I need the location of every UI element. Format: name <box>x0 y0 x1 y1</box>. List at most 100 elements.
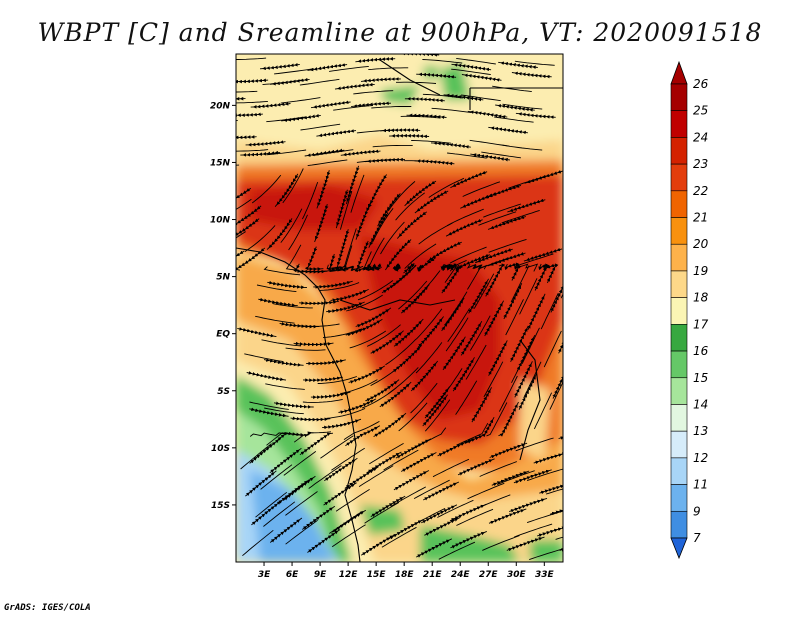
colorbar-label: 19 <box>693 264 708 278</box>
streamline <box>466 416 495 444</box>
streamline <box>495 104 535 112</box>
streamline <box>345 318 383 337</box>
streamline <box>552 364 563 399</box>
lon-tick-label: 21E <box>423 570 443 580</box>
lon-tick-label: 33E <box>535 570 555 580</box>
streamline <box>392 344 423 373</box>
temperature-field <box>236 54 563 562</box>
colorbar-top-arrow <box>670 60 688 85</box>
streamline <box>358 465 394 487</box>
streamline <box>345 425 381 447</box>
streamline <box>269 447 302 474</box>
streamline <box>237 327 277 338</box>
streamline <box>308 465 342 489</box>
streamline <box>285 491 318 516</box>
lon-tick-label: 12E <box>339 570 359 580</box>
streamline <box>451 63 492 72</box>
streamline <box>281 113 321 122</box>
streamline <box>539 481 563 495</box>
map-frame <box>235 53 564 563</box>
colorbar-segment <box>670 270 688 298</box>
streamline <box>338 398 377 414</box>
streamline <box>236 78 269 84</box>
streamline <box>355 57 396 63</box>
lat-tick-label: 15S <box>211 501 230 511</box>
colorbar-label: 17 <box>693 317 709 331</box>
streamline <box>267 280 307 289</box>
streamline <box>437 438 474 457</box>
streamline <box>536 524 563 537</box>
streamline <box>329 265 364 272</box>
streamline <box>445 218 483 237</box>
lat-tick-label: 20N <box>210 101 231 111</box>
streamline <box>508 175 547 189</box>
streamline <box>523 247 563 262</box>
streamline <box>540 292 559 330</box>
streamline <box>324 457 358 482</box>
streamline <box>504 262 522 281</box>
colorbar-label: 15 <box>693 371 708 385</box>
streamline <box>274 68 314 75</box>
streamline <box>364 502 400 524</box>
streamline <box>361 263 382 271</box>
colorbar-label: 18 <box>693 291 709 305</box>
streamline <box>240 443 272 470</box>
streamline <box>447 308 470 342</box>
streamline <box>274 173 299 207</box>
streamline <box>424 399 451 432</box>
streamline <box>354 240 370 273</box>
streamline <box>549 380 563 410</box>
lat-tick-label: 10N <box>210 216 231 226</box>
streamline <box>498 61 538 69</box>
streamline <box>265 383 305 390</box>
colorbar-label: 23 <box>693 157 708 171</box>
streamline <box>259 62 300 71</box>
streamline <box>310 391 351 399</box>
streamline <box>360 534 396 556</box>
streamline <box>245 470 277 497</box>
streamline <box>501 209 540 224</box>
streamline <box>471 387 492 423</box>
colorbar-label: 11 <box>693 478 708 492</box>
streamline <box>283 451 317 476</box>
lon-tick-label: 24E <box>451 570 471 580</box>
lon-tick-label: 9E <box>314 570 327 580</box>
streamline <box>334 82 375 91</box>
streamline <box>488 238 527 253</box>
lat-tick-label: 15N <box>210 158 231 168</box>
streamline <box>264 407 304 415</box>
streamline <box>240 150 281 157</box>
streamline <box>543 330 562 368</box>
lat-tick-label: 5N <box>216 273 230 283</box>
latitude-axis: 20N 15N 10N 5N EQ 5S 10S 15S <box>210 101 236 511</box>
streamline <box>299 78 340 86</box>
streamline <box>441 264 463 294</box>
colorbar-bottom-arrow <box>670 537 688 560</box>
streamline <box>355 202 372 240</box>
colorbar-segment <box>670 243 688 272</box>
lon-tick-label: 15E <box>367 570 387 580</box>
streamline <box>484 300 504 337</box>
streamline <box>236 187 252 208</box>
streamline <box>365 157 405 163</box>
colorbar-segment <box>670 190 688 218</box>
streamline <box>450 170 488 189</box>
streamline <box>404 97 445 103</box>
streamline <box>258 297 298 307</box>
streamline <box>350 174 365 213</box>
streamline <box>456 422 489 446</box>
streamline <box>431 107 472 114</box>
streamline <box>400 452 437 472</box>
streamline <box>249 437 281 464</box>
streamline <box>373 412 407 437</box>
lon-tick-label: 18E <box>395 570 415 580</box>
streamline <box>236 100 268 104</box>
colorbar-segment <box>670 457 688 485</box>
colorbar-segment <box>670 163 688 192</box>
streamline <box>236 250 245 271</box>
streamline <box>348 365 386 384</box>
streamline <box>393 470 430 491</box>
grads-credit: GrADS: IGES/COLA <box>4 603 91 613</box>
streamline <box>371 106 412 109</box>
